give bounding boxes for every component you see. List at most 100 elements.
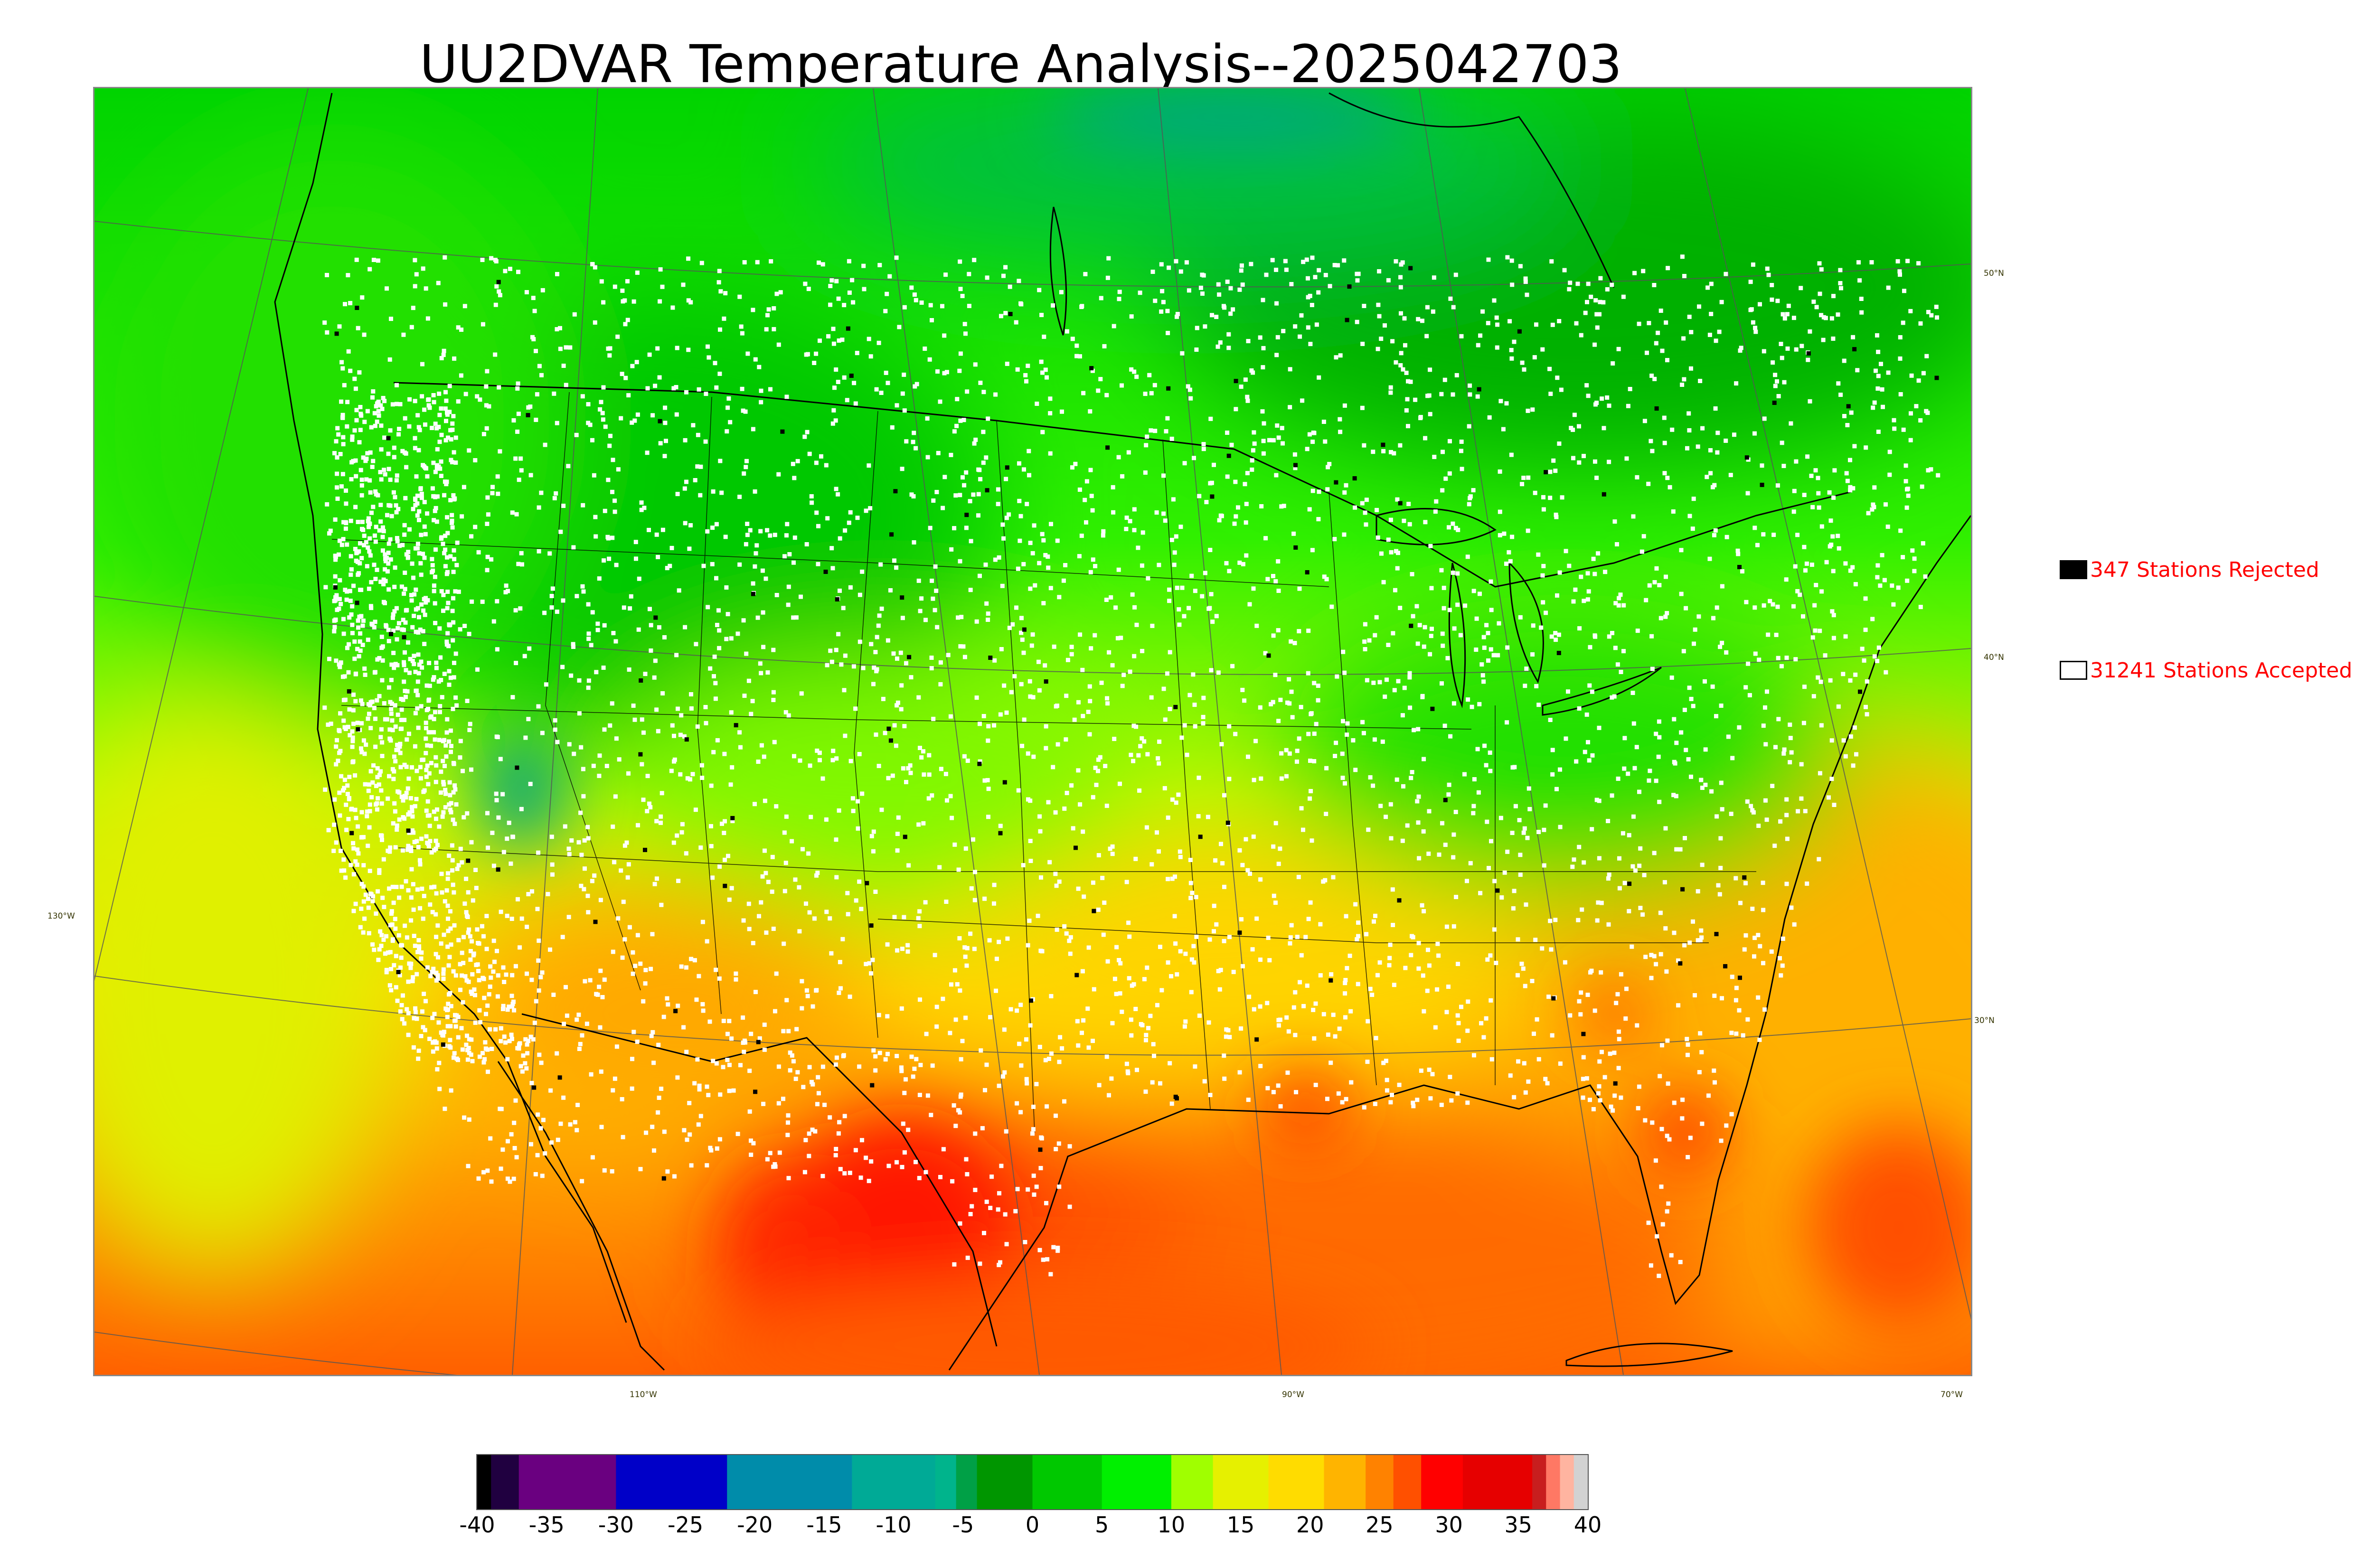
- station-accepted-dot: [509, 861, 513, 866]
- station-accepted-dot: [1356, 920, 1361, 925]
- station-accepted-dot: [415, 413, 420, 418]
- station-accepted-dot: [988, 1015, 993, 1020]
- station-accepted-dot: [369, 510, 374, 515]
- station-accepted-dot: [551, 993, 556, 997]
- station-accepted-dot: [758, 529, 763, 534]
- station-accepted-dot: [361, 930, 366, 935]
- station-accepted-dot: [1226, 1028, 1231, 1033]
- station-accepted-dot: [1126, 1071, 1130, 1076]
- station-accepted-dot: [396, 621, 401, 626]
- station-accepted-dot: [630, 364, 635, 368]
- station-accepted-dot: [985, 275, 989, 280]
- station-accepted-dot: [695, 464, 700, 469]
- station-accepted-dot: [364, 540, 368, 545]
- station-accepted-dot: [407, 527, 412, 532]
- station-accepted-dot: [1265, 1086, 1270, 1090]
- station-accepted-dot: [1312, 1036, 1317, 1041]
- station-accepted-dot: [453, 460, 458, 465]
- station-accepted-dot: [1904, 505, 1909, 510]
- station-accepted-dot: [546, 892, 550, 896]
- station-accepted-dot: [450, 518, 454, 523]
- station-accepted-dot: [1107, 650, 1112, 655]
- station-accepted-dot: [693, 807, 698, 812]
- station-accepted-dot: [325, 330, 330, 335]
- station-accepted-dot: [1275, 335, 1280, 339]
- station-accepted-dot: [1422, 1009, 1426, 1014]
- station-accepted-dot: [401, 628, 406, 632]
- lake-superior: [1375, 507, 1497, 545]
- station-accepted-dot: [1100, 875, 1105, 880]
- station-accepted-dot: [1848, 458, 1852, 462]
- station-accepted-dot: [592, 473, 596, 478]
- station-accepted-dot: [498, 449, 502, 454]
- temperature-map[interactable]: [94, 88, 1971, 1375]
- station-accepted-dot: [437, 1061, 442, 1065]
- station-accepted-dot: [867, 337, 871, 341]
- station-accepted-dot: [1523, 276, 1528, 281]
- station-accepted-dot: [944, 900, 949, 904]
- station-accepted-dot: [415, 769, 419, 773]
- station-accepted-dot: [1666, 1081, 1670, 1086]
- station-accepted-dot: [369, 425, 374, 430]
- station-accepted-dot: [1734, 1031, 1739, 1036]
- station-accepted-dot: [1676, 1003, 1681, 1008]
- station-accepted-dot: [409, 593, 414, 598]
- station-accepted-dot: [426, 782, 431, 787]
- station-accepted-dot: [1031, 1127, 1036, 1132]
- station-accepted-dot: [1411, 614, 1415, 619]
- station-accepted-dot: [900, 467, 904, 471]
- station-accepted-dot: [765, 528, 770, 533]
- station-accepted-dot: [961, 475, 965, 480]
- station-accepted-dot: [970, 1204, 974, 1209]
- station-accepted-dot: [1699, 935, 1704, 940]
- station-accepted-dot: [1884, 502, 1888, 507]
- station-accepted-dot: [419, 1034, 424, 1038]
- station-accepted-dot: [402, 592, 406, 596]
- station-accepted-dot: [1609, 1104, 1613, 1109]
- station-accepted-dot: [634, 360, 639, 365]
- station-accepted-dot: [1521, 476, 1526, 480]
- station-accepted-dot: [1394, 259, 1398, 263]
- station-accepted-dot: [445, 944, 450, 949]
- station-accepted-dot: [1696, 614, 1701, 619]
- station-accepted-dot: [358, 639, 362, 644]
- station-accepted-dot: [1582, 599, 1586, 603]
- station-accepted-dot: [1427, 963, 1432, 968]
- station-accepted-dot: [555, 272, 559, 276]
- station-accepted-dot: [1605, 287, 1610, 291]
- station-accepted-dot: [659, 1087, 664, 1091]
- station-accepted-dot: [365, 409, 370, 413]
- station-accepted-dot: [1276, 1023, 1281, 1028]
- station-accepted-dot: [392, 609, 397, 614]
- station-accepted-dot: [727, 1062, 732, 1067]
- station-accepted-dot: [615, 334, 620, 339]
- station-accepted-dot: [1224, 1034, 1228, 1039]
- station-rejected-dot: [1175, 1096, 1179, 1101]
- station-accepted-dot: [331, 848, 336, 853]
- station-accepted-dot: [354, 418, 359, 423]
- station-accepted-dot: [956, 867, 961, 872]
- station-accepted-dot: [363, 673, 367, 677]
- station-accepted-dot: [439, 536, 443, 541]
- station-accepted-dot: [986, 618, 990, 622]
- station-accepted-dot: [786, 1029, 791, 1033]
- station-accepted-dot: [1246, 754, 1250, 759]
- station-accepted-dot: [788, 1050, 792, 1055]
- station-accepted-dot: [830, 758, 835, 762]
- station-accepted-dot: [1610, 793, 1614, 798]
- station-accepted-dot: [472, 987, 477, 992]
- station-accepted-dot: [1817, 261, 1822, 266]
- station-accepted-dot: [1279, 751, 1284, 756]
- map-panel[interactable]: [93, 87, 1972, 1376]
- station-accepted-dot: [1762, 603, 1766, 608]
- station-accepted-dot: [1055, 1246, 1060, 1250]
- station-accepted-dot: [1010, 622, 1015, 627]
- station-accepted-dot: [804, 901, 808, 906]
- station-accepted-dot: [1026, 751, 1030, 756]
- station-accepted-dot: [1838, 393, 1843, 397]
- station-accepted-dot: [1307, 507, 1312, 512]
- station-accepted-dot: [1795, 533, 1800, 537]
- station-accepted-dot: [647, 352, 652, 357]
- station-accepted-dot: [1120, 383, 1124, 388]
- station-accepted-dot: [1799, 762, 1804, 767]
